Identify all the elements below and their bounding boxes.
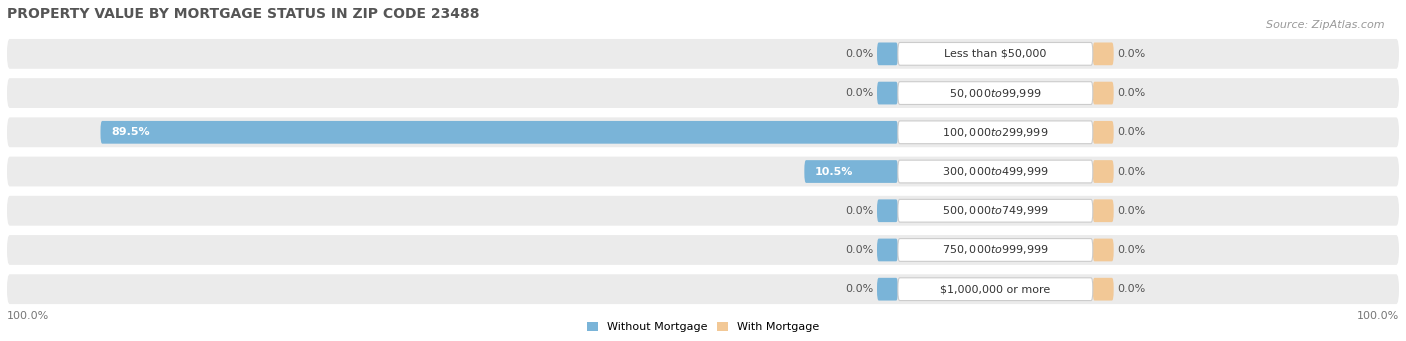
Text: 0.0%: 0.0%: [1118, 245, 1146, 255]
Text: 10.5%: 10.5%: [815, 166, 853, 177]
FancyBboxPatch shape: [1092, 278, 1114, 300]
FancyBboxPatch shape: [898, 82, 1092, 104]
Text: 0.0%: 0.0%: [1118, 284, 1146, 294]
FancyBboxPatch shape: [100, 121, 898, 144]
FancyBboxPatch shape: [898, 239, 1092, 261]
Text: 0.0%: 0.0%: [1118, 49, 1146, 59]
Text: $100,000 to $299,999: $100,000 to $299,999: [942, 126, 1049, 139]
Text: $750,000 to $999,999: $750,000 to $999,999: [942, 243, 1049, 256]
FancyBboxPatch shape: [7, 196, 1399, 226]
FancyBboxPatch shape: [7, 157, 1399, 187]
Text: 0.0%: 0.0%: [845, 245, 873, 255]
FancyBboxPatch shape: [7, 235, 1399, 265]
FancyBboxPatch shape: [877, 43, 898, 65]
Text: $50,000 to $99,999: $50,000 to $99,999: [949, 87, 1042, 100]
FancyBboxPatch shape: [877, 278, 898, 300]
FancyBboxPatch shape: [1092, 43, 1114, 65]
FancyBboxPatch shape: [7, 117, 1399, 147]
FancyBboxPatch shape: [877, 199, 898, 222]
Text: $1,000,000 or more: $1,000,000 or more: [941, 284, 1050, 294]
Text: $500,000 to $749,999: $500,000 to $749,999: [942, 204, 1049, 217]
Text: Less than $50,000: Less than $50,000: [945, 49, 1046, 59]
Text: 0.0%: 0.0%: [1118, 88, 1146, 98]
Text: 89.5%: 89.5%: [111, 127, 149, 137]
Text: 0.0%: 0.0%: [1118, 127, 1146, 137]
FancyBboxPatch shape: [7, 39, 1399, 69]
FancyBboxPatch shape: [898, 160, 1092, 183]
FancyBboxPatch shape: [7, 274, 1399, 304]
Text: Source: ZipAtlas.com: Source: ZipAtlas.com: [1267, 20, 1385, 30]
Text: PROPERTY VALUE BY MORTGAGE STATUS IN ZIP CODE 23488: PROPERTY VALUE BY MORTGAGE STATUS IN ZIP…: [7, 6, 479, 20]
Text: 0.0%: 0.0%: [845, 284, 873, 294]
FancyBboxPatch shape: [1092, 160, 1114, 183]
Legend: Without Mortgage, With Mortgage: Without Mortgage, With Mortgage: [582, 317, 824, 337]
FancyBboxPatch shape: [877, 82, 898, 104]
Text: 0.0%: 0.0%: [1118, 206, 1146, 216]
Text: 0.0%: 0.0%: [845, 206, 873, 216]
FancyBboxPatch shape: [898, 43, 1092, 65]
FancyBboxPatch shape: [1092, 82, 1114, 104]
Text: 0.0%: 0.0%: [845, 88, 873, 98]
Text: 100.0%: 100.0%: [7, 311, 49, 321]
FancyBboxPatch shape: [7, 78, 1399, 108]
FancyBboxPatch shape: [1092, 239, 1114, 261]
Text: 100.0%: 100.0%: [1357, 311, 1399, 321]
FancyBboxPatch shape: [898, 121, 1092, 144]
FancyBboxPatch shape: [898, 278, 1092, 300]
FancyBboxPatch shape: [804, 160, 898, 183]
Text: $300,000 to $499,999: $300,000 to $499,999: [942, 165, 1049, 178]
Text: 0.0%: 0.0%: [845, 49, 873, 59]
FancyBboxPatch shape: [877, 239, 898, 261]
FancyBboxPatch shape: [898, 199, 1092, 222]
Text: 0.0%: 0.0%: [1118, 166, 1146, 177]
FancyBboxPatch shape: [1092, 199, 1114, 222]
FancyBboxPatch shape: [1092, 121, 1114, 144]
